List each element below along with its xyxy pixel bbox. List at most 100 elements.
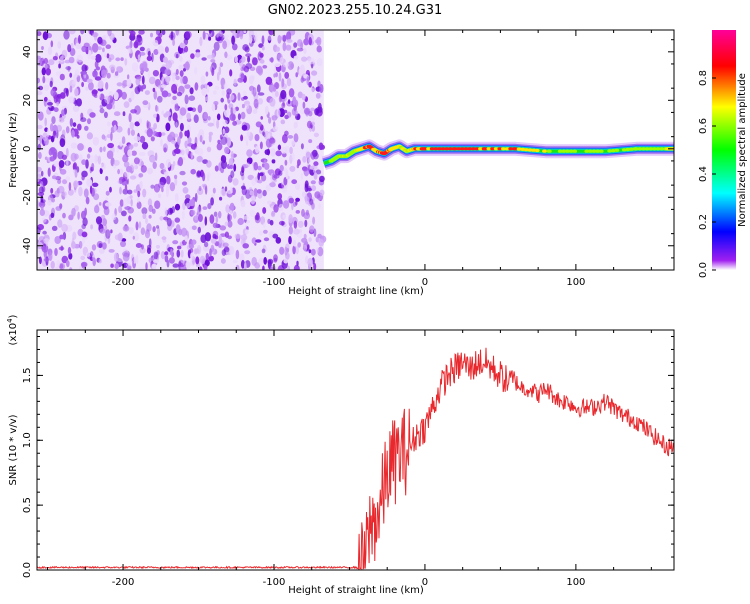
noise-speck	[259, 141, 263, 150]
noise-speck	[282, 214, 287, 219]
ridge-peak	[429, 147, 435, 151]
noise-speck	[97, 155, 102, 165]
ridge-peak	[508, 147, 514, 151]
noise-speck	[41, 46, 44, 50]
noise-speck	[224, 104, 228, 111]
noise-speck	[42, 230, 47, 235]
noise-speck	[240, 234, 248, 241]
noise-speck	[119, 186, 122, 195]
noise-speck	[122, 252, 130, 262]
noise-speck	[254, 214, 261, 224]
noise-speck	[174, 174, 178, 180]
noise-speck	[257, 179, 263, 184]
noise-speck	[120, 57, 124, 61]
noise-speck	[241, 56, 246, 63]
colorbar-ticks: 0.0 0.2 0.4 0.6 0.8	[698, 70, 716, 278]
noise-speck	[68, 182, 72, 191]
noise-speck	[128, 215, 132, 222]
noise-speck	[37, 91, 43, 96]
chart-title: GN02.2023.255.10.24.G31	[268, 3, 443, 18]
noise-speck	[157, 193, 162, 198]
noise-speck	[302, 156, 307, 163]
noise-speck	[207, 122, 214, 127]
noise-speck	[146, 247, 152, 254]
noise-speck	[55, 71, 62, 77]
noise-speck	[288, 226, 293, 235]
noise-speck	[99, 104, 104, 109]
noise-speck	[69, 85, 73, 93]
noise-speck	[202, 118, 209, 124]
noise-speck	[91, 32, 99, 38]
noise-speck	[185, 194, 191, 200]
snr-x-ticks: -200 -100 0 100	[47, 330, 652, 588]
noise-speck	[198, 185, 202, 192]
noise-speck	[149, 154, 156, 163]
noise-speck	[47, 199, 52, 206]
noise-speck	[211, 67, 215, 76]
noise-speck	[177, 156, 184, 167]
noise-speck	[314, 191, 321, 199]
noise-speck	[155, 78, 161, 87]
noise-speck	[263, 237, 270, 242]
noise-speck	[102, 242, 107, 250]
noise-speck	[59, 55, 64, 63]
noise-speck	[279, 57, 284, 64]
noise-speck	[223, 83, 228, 89]
noise-speck	[196, 170, 201, 177]
noise-speck	[121, 91, 127, 100]
noise-speck	[59, 234, 64, 240]
noise-speck	[245, 229, 249, 235]
noise-speck	[38, 186, 44, 194]
noise-speck	[81, 238, 86, 245]
noise-speck	[45, 68, 51, 76]
noise-speck	[251, 237, 257, 244]
noise-speck	[226, 92, 230, 99]
noise-speck	[59, 73, 65, 81]
noise-speck	[303, 38, 309, 46]
noise-speck	[245, 63, 253, 69]
noise-speck	[303, 244, 308, 252]
noise-speck	[109, 186, 112, 193]
noise-speck	[73, 205, 79, 212]
noise-speck	[273, 254, 278, 262]
noise-speck	[249, 190, 255, 196]
noise-speck	[224, 221, 229, 227]
noise-speck	[189, 87, 194, 95]
colorbar-gradient	[712, 30, 736, 270]
noise-speck	[244, 261, 247, 270]
noise-speck	[83, 41, 90, 47]
noise-speck	[74, 169, 78, 178]
noise-speck	[85, 196, 90, 205]
noise-speck	[269, 219, 274, 226]
noise-speck	[300, 77, 305, 83]
noise-speck	[101, 69, 107, 78]
noise-speck	[51, 225, 58, 231]
ridge-peak	[440, 147, 446, 151]
noise-speck	[314, 108, 319, 116]
ridge-peak	[426, 147, 431, 151]
noise-speck	[51, 116, 56, 125]
noise-speck	[179, 42, 186, 49]
noise-speck	[122, 225, 130, 232]
noise-speck	[295, 245, 299, 255]
noise-speck	[282, 34, 287, 41]
noise-speck	[182, 202, 186, 210]
noise-speck	[148, 76, 156, 85]
noise-speck	[282, 42, 287, 52]
noise-speck	[152, 87, 156, 93]
noise-speck	[135, 221, 139, 231]
noise-speck	[102, 218, 107, 227]
noise-speck	[78, 154, 83, 161]
x-tick-label: -100	[263, 277, 286, 288]
noise-speck	[183, 67, 186, 72]
noise-speck	[174, 203, 181, 211]
noise-speck	[242, 90, 247, 98]
noise-speck	[165, 158, 171, 168]
noise-speck	[137, 54, 141, 60]
noise-speck	[65, 126, 70, 134]
noise-speck	[170, 248, 173, 255]
noise-speck	[125, 263, 131, 267]
noise-speck	[181, 181, 188, 186]
noise-speck	[314, 39, 321, 44]
noise-speck	[300, 41, 304, 50]
